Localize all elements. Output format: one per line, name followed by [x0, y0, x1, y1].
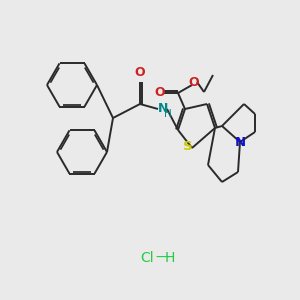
Text: —: — [155, 251, 169, 265]
Text: H: H [165, 251, 175, 265]
Text: O: O [189, 76, 199, 89]
Text: S: S [183, 140, 193, 152]
Text: N: N [234, 136, 246, 148]
Text: O: O [155, 86, 165, 100]
Text: N: N [158, 103, 168, 116]
Text: H: H [164, 109, 172, 119]
Text: O: O [135, 66, 145, 79]
Text: Cl: Cl [140, 251, 154, 265]
